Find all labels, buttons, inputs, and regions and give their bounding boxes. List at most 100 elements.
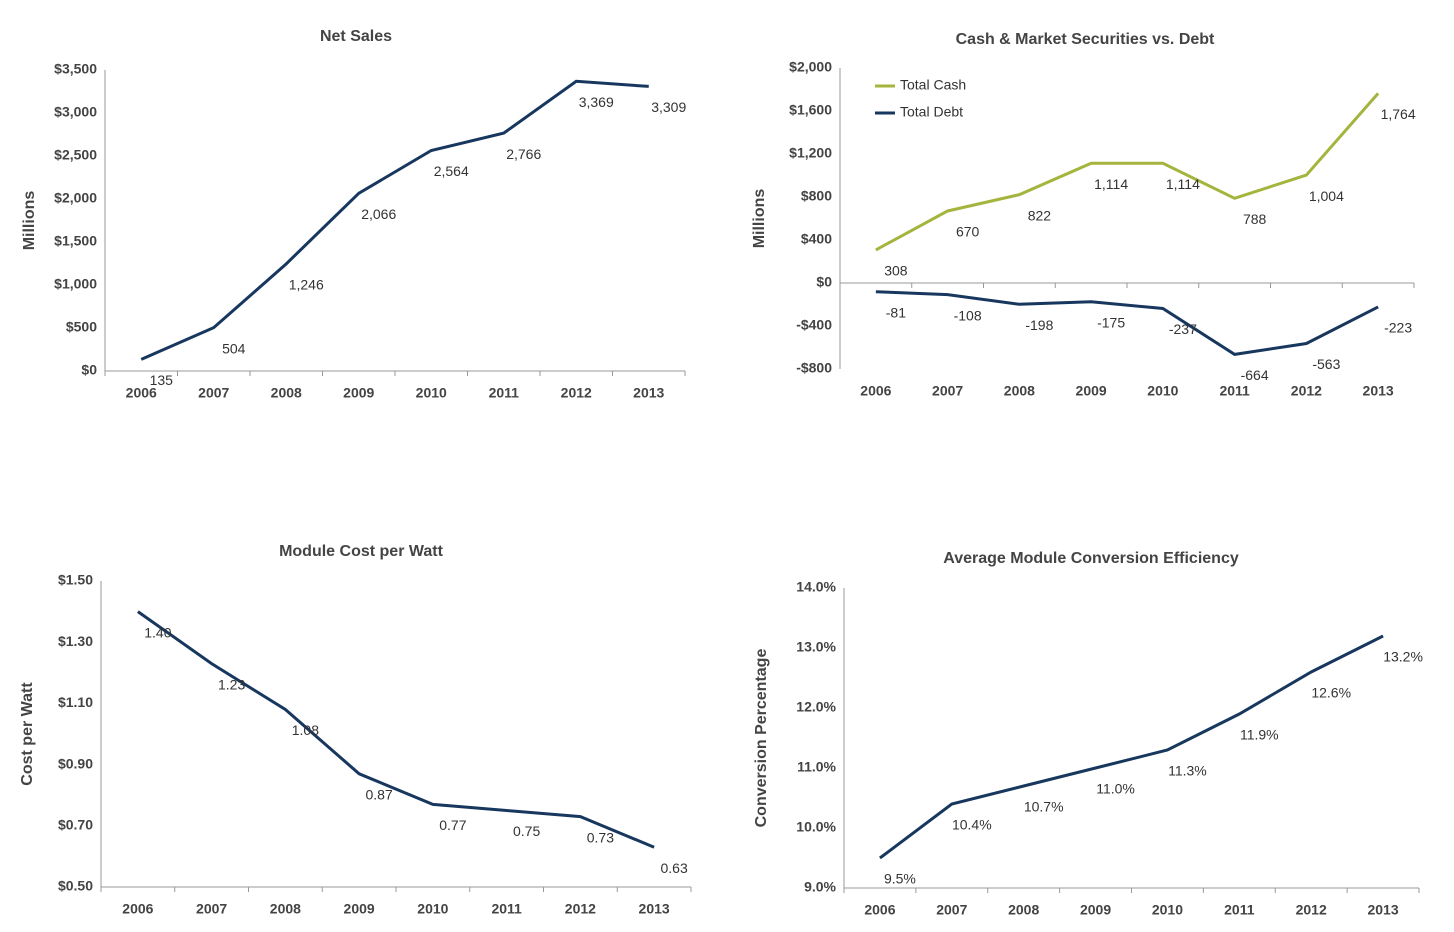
y-tick-label: $1,200 (789, 145, 832, 161)
data-label: 1,764 (1381, 106, 1416, 122)
y-tick-label: $3,000 (54, 104, 97, 120)
data-label: -664 (1241, 367, 1269, 383)
line (140, 79, 649, 361)
line (879, 634, 1384, 860)
x-tick-label: 2006 (860, 383, 891, 399)
x-tick-label: 2013 (1367, 902, 1398, 918)
legend-label: Total Debt (900, 104, 963, 120)
data-label: 2,066 (361, 206, 396, 222)
y-tick-label: 14.0% (796, 579, 836, 595)
x-tick-label: 2012 (1291, 383, 1322, 399)
data-label: -223 (1384, 320, 1412, 336)
x-tick-label: 2006 (122, 901, 153, 917)
y-tick-label: 13.0% (796, 639, 836, 655)
x-tick-label: 2010 (417, 901, 448, 917)
x-tick-label: 2011 (489, 385, 520, 401)
y-axis-title: Millions (751, 189, 768, 249)
y-tick-label: -$800 (796, 360, 832, 376)
y-tick-label: $2,000 (789, 59, 832, 75)
x-tick-label: 2011 (491, 901, 522, 917)
data-label: 308 (884, 263, 908, 279)
data-label: 9.5% (884, 871, 916, 887)
x-tick-label: 2012 (565, 901, 596, 917)
data-label: 135 (150, 372, 174, 388)
y-tick-label: $2,500 (54, 147, 97, 163)
chart-title: Average Module Conversion Efficiency (943, 550, 1239, 567)
data-label: 0.77 (439, 817, 466, 833)
data-label: 11.3% (1168, 763, 1207, 779)
data-label: 3,369 (579, 94, 614, 110)
data-label: 0.87 (366, 786, 393, 802)
x-tick-label: 2008 (271, 385, 302, 401)
data-label: 1,114 (1094, 176, 1128, 192)
chart-title: Module Cost per Watt (279, 543, 444, 560)
data-label: 3,309 (651, 99, 686, 115)
y-axis-title: Cost per Watt (19, 682, 36, 786)
x-tick-label: 2009 (1076, 383, 1107, 399)
data-label: -108 (954, 307, 982, 323)
y-tick-label: $0.70 (58, 817, 93, 833)
x-tick-label: 2012 (561, 385, 592, 401)
data-label: 822 (1028, 207, 1052, 223)
x-tick-label: 2012 (1296, 902, 1327, 918)
y-tick-label: $400 (801, 231, 832, 247)
data-label: 504 (222, 340, 246, 356)
data-label: 1.23 (218, 676, 245, 692)
y-tick-label: $1.50 (58, 572, 93, 588)
data-label: 2,766 (506, 146, 541, 162)
data-label: 0.75 (513, 823, 540, 839)
x-tick-label: 2009 (343, 385, 374, 401)
x-tick-label: 2008 (1008, 902, 1039, 918)
data-label: -198 (1025, 317, 1053, 333)
data-label: 0.73 (587, 829, 614, 845)
data-label: 1,114 (1166, 176, 1200, 192)
data-label: 1,246 (289, 277, 324, 293)
x-tick-label: 2013 (633, 385, 664, 401)
data-label: 11.9% (1240, 727, 1279, 743)
data-label: 10.4% (952, 817, 992, 833)
y-tick-label: $800 (801, 188, 832, 204)
data-label: 1.40 (144, 624, 171, 640)
x-tick-label: 2009 (344, 901, 375, 917)
chart-title: Cash & Market Securities vs. Debt (956, 31, 1215, 48)
line (875, 290, 1379, 356)
x-tick-label: 2007 (932, 383, 963, 399)
y-tick-label: $0.50 (58, 878, 93, 894)
x-tick-label: 2007 (196, 901, 227, 917)
y-tick-label: 12.0% (796, 699, 836, 715)
data-label: -81 (886, 304, 906, 320)
x-tick-label: 2008 (270, 901, 301, 917)
x-tick-label: 2011 (1219, 383, 1250, 399)
chart-title: Net Sales (320, 28, 392, 45)
x-tick-label: 2011 (1224, 902, 1255, 918)
y-tick-label: $0 (81, 362, 97, 378)
data-label: 1.08 (292, 722, 319, 738)
data-label: 0.63 (661, 860, 688, 876)
y-tick-label: $1,500 (54, 233, 97, 249)
y-tick-label: 10.0% (796, 819, 836, 835)
data-label: 2,564 (434, 163, 469, 179)
y-tick-label: -$400 (796, 317, 832, 333)
y-tick-label: 11.0% (797, 759, 836, 775)
data-label: 10.7% (1024, 799, 1064, 815)
y-tick-label: $500 (66, 319, 97, 335)
y-axis-title: Conversion Percentage (753, 649, 770, 828)
x-tick-label: 2013 (1363, 383, 1394, 399)
data-label: 13.2% (1383, 649, 1423, 665)
y-tick-label: $1,000 (54, 276, 97, 292)
x-tick-label: 2010 (1147, 383, 1178, 399)
x-tick-label: 2010 (416, 385, 447, 401)
line (137, 610, 655, 849)
y-tick-label: 9.0% (804, 879, 836, 895)
data-label: 11.0% (1096, 781, 1135, 797)
x-tick-label: 2007 (936, 902, 967, 918)
data-label: -175 (1097, 315, 1125, 331)
line (875, 92, 1380, 252)
x-tick-label: 2010 (1152, 902, 1183, 918)
data-label: -563 (1312, 356, 1340, 372)
legend-label: Total Cash (900, 77, 966, 93)
y-tick-label: $1,600 (789, 102, 832, 118)
x-tick-label: 2009 (1080, 902, 1111, 918)
data-label: 670 (956, 224, 980, 240)
